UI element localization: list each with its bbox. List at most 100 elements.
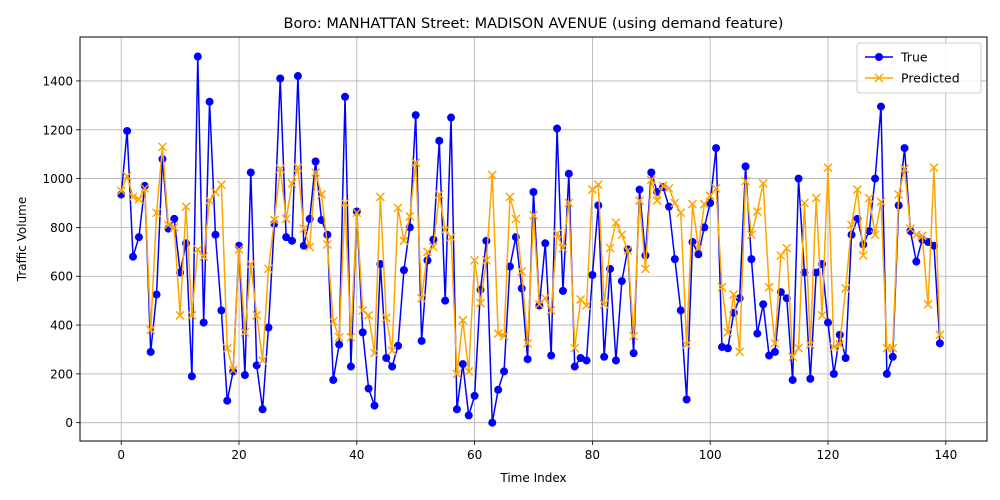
data-point-predicted — [434, 189, 444, 199]
data-point-predicted — [776, 250, 786, 261]
x-axis-ticks: 0 20 40 60 80 100 120 140 — [117, 441, 957, 462]
data-point-true — [411, 111, 420, 120]
data-point-true — [600, 352, 609, 361]
data-point-true — [517, 284, 526, 293]
data-point-true — [447, 113, 456, 122]
data-point-predicted — [758, 178, 768, 188]
data-point-predicted — [234, 244, 244, 254]
data-point-true — [829, 369, 838, 378]
data-point-predicted — [764, 282, 774, 292]
data-point-predicted — [858, 250, 868, 261]
data-point-predicted — [870, 230, 880, 240]
data-point-true — [358, 328, 367, 337]
data-point-predicted — [847, 220, 857, 230]
data-point-true — [346, 362, 355, 371]
data-point-true — [482, 236, 491, 245]
data-point-true — [352, 207, 361, 216]
data-point-true — [770, 347, 779, 356]
data-point-true — [441, 296, 450, 305]
data-point-predicted — [517, 266, 527, 276]
data-point-true — [288, 236, 297, 245]
data-point-predicted — [823, 163, 833, 173]
data-point-true — [647, 168, 656, 177]
data-point-true — [458, 360, 467, 369]
y-tick-label: 600 — [50, 270, 73, 284]
data-point-predicted — [740, 176, 751, 186]
data-point-predicted — [546, 305, 556, 315]
data-point-predicted — [770, 338, 780, 348]
data-point-predicted — [152, 208, 162, 218]
data-point-true — [794, 174, 803, 183]
y-tick-label: 800 — [50, 221, 73, 235]
data-point-true — [317, 216, 326, 225]
data-point-true — [570, 362, 579, 371]
data-point-predicted — [205, 196, 215, 206]
data-point-predicted — [723, 327, 733, 337]
y-axis-ticks: 0 200 400 600 800 1000 1200 1400 — [42, 74, 80, 430]
data-point-predicted — [258, 355, 268, 365]
data-point-true — [788, 375, 797, 384]
data-point-true — [694, 250, 703, 259]
plot-frame — [79, 36, 988, 442]
data-point-true — [588, 271, 597, 280]
data-point-true — [388, 362, 397, 371]
data-point-predicted — [322, 239, 332, 250]
data-point-true — [452, 405, 461, 414]
x-tick-label: 80 — [585, 448, 600, 462]
data-point-predicted — [805, 340, 815, 350]
data-point-predicted — [387, 346, 397, 356]
data-point-predicted — [799, 198, 809, 208]
data-point-true — [258, 405, 267, 414]
data-point-predicted — [222, 343, 232, 353]
data-point-true — [876, 102, 885, 111]
y-tick-label: 1200 — [42, 123, 73, 137]
data-point-predicted — [346, 332, 356, 342]
data-point-predicted — [169, 222, 179, 232]
data-point-predicted — [900, 164, 910, 174]
data-point-predicted — [263, 264, 273, 274]
data-point-true — [488, 418, 497, 427]
data-point-predicted — [122, 171, 132, 181]
data-point-predicted — [705, 191, 715, 201]
data-point-predicted — [299, 224, 309, 234]
data-point-true — [558, 286, 567, 295]
legend-marker — [874, 73, 884, 83]
data-point-predicted — [369, 348, 380, 358]
data-point-true — [529, 188, 538, 197]
data-point-true — [417, 336, 426, 345]
data-point-true — [282, 233, 291, 242]
data-point-predicted — [794, 343, 804, 353]
data-point-predicted — [876, 197, 886, 207]
data-point-true — [240, 371, 249, 380]
data-point-true — [505, 262, 514, 271]
data-point-predicted — [523, 338, 533, 348]
data-point-true — [500, 367, 509, 376]
legend-label: True — [900, 50, 928, 65]
data-point-predicted — [505, 192, 515, 202]
data-point-predicted — [157, 142, 167, 152]
data-point-predicted — [735, 347, 745, 357]
data-point-true — [611, 356, 620, 365]
data-point-true — [871, 174, 880, 183]
x-tick-label: 20 — [231, 448, 246, 462]
data-point-true — [700, 223, 709, 232]
data-point-predicted — [311, 167, 321, 178]
y-tick-label: 1400 — [42, 74, 73, 88]
chart-title: Boro: MANHATTAN Street: MADISON AVENUE (… — [284, 16, 784, 32]
legend-label: Predicted — [901, 71, 960, 86]
data-point-predicted — [528, 210, 539, 220]
data-point-predicted — [281, 214, 291, 224]
data-point-predicted — [481, 255, 491, 265]
series-line-predicted — [120, 146, 941, 375]
data-point-true — [547, 351, 556, 360]
data-point-true — [617, 277, 626, 286]
data-point-predicted — [275, 164, 285, 174]
data-point-true — [670, 255, 679, 264]
data-point-predicted — [717, 282, 727, 292]
data-point-true — [741, 162, 750, 171]
data-point-predicted — [894, 189, 904, 199]
data-point-predicted — [181, 202, 191, 212]
data-point-true — [129, 252, 138, 261]
data-point-true — [264, 323, 273, 332]
data-point-true — [223, 396, 232, 405]
